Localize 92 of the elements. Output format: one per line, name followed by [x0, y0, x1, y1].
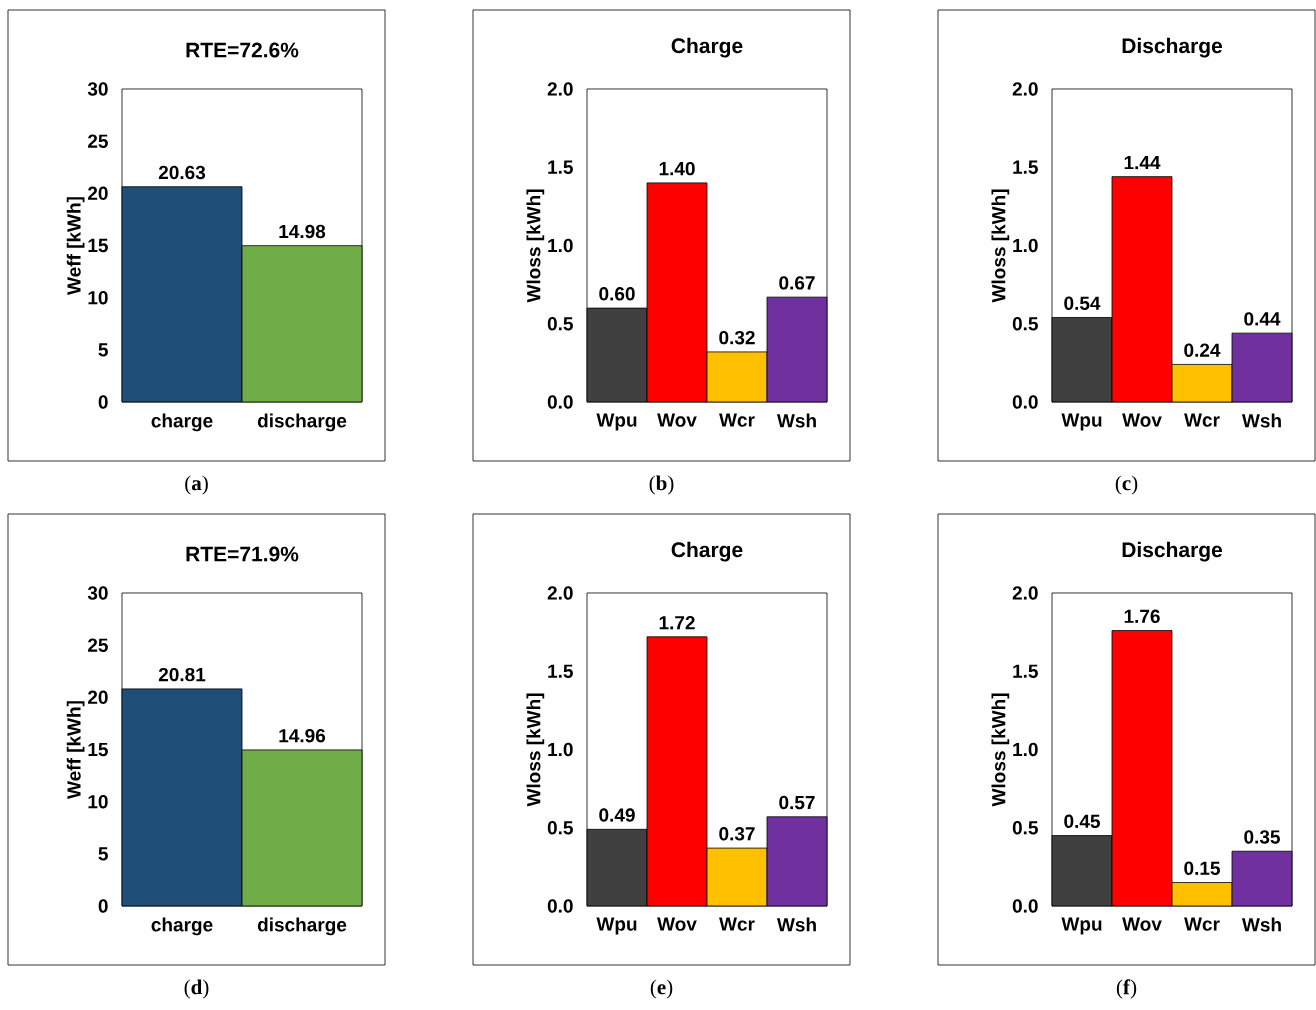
y-tick-label: 30 — [87, 82, 108, 96]
x-tick-label: Wpu — [596, 413, 637, 431]
chart-title: RTE=71.9% — [186, 546, 299, 562]
y-tick-label: 25 — [88, 134, 108, 148]
x-tick-label: Wov — [1122, 917, 1162, 931]
x-tick-label: Wsh — [1241, 413, 1281, 428]
data-label: 0.49 — [599, 808, 635, 822]
x-tick-label: Wpu — [1061, 917, 1102, 935]
data-label: 20.63 — [158, 165, 206, 180]
y-tick-label: 0 — [98, 395, 108, 409]
text: (c) — [1115, 475, 1138, 495]
y-tick-label: 1.5 — [1013, 160, 1038, 174]
y-axis-title: Weff [kWh] — [66, 197, 85, 295]
data-label: 1.40 — [659, 161, 695, 176]
x-tick-label: Wcr — [719, 917, 755, 931]
y-tick-label: 0.5 — [547, 821, 573, 835]
chart-title: Charge — [671, 37, 743, 58]
text: (f) — [1116, 979, 1137, 999]
y-tick-label: 2.0 — [547, 82, 573, 96]
y-axis-title: Wloss [kWh] — [526, 693, 545, 807]
x-tick-label: charge — [151, 413, 213, 432]
data-label: 0.35 — [1244, 830, 1280, 844]
y-tick-label: 0.0 — [1012, 899, 1038, 913]
data-label: 0.15 — [1184, 861, 1220, 875]
y-axis-title: Wloss [kWh] — [526, 189, 545, 303]
y-tick-label: 1.0 — [548, 238, 573, 253]
text: (e) — [650, 979, 673, 999]
text: (a) — [185, 475, 208, 495]
x-tick-label: Wpu — [1061, 413, 1102, 431]
y-axis-title: Weff [kWh] — [66, 701, 85, 799]
y-tick-label: 5 — [98, 847, 108, 861]
chart-title: Discharge — [1122, 541, 1223, 562]
y-tick-label: 1.0 — [548, 742, 573, 757]
data-label: 14.98 — [279, 224, 326, 239]
y-tick-label: 1.5 — [1013, 664, 1038, 678]
y-tick-label: 1.5 — [548, 664, 573, 678]
data-label: 1.44 — [1124, 156, 1161, 170]
y-tick-label: 0 — [98, 899, 108, 913]
x-tick-label: Wcr — [719, 413, 755, 427]
y-tick-label: 0.0 — [1012, 395, 1038, 409]
y-tick-label: 15 — [88, 238, 108, 253]
x-tick-label: Wsh — [776, 413, 816, 428]
y-tick-label: 5 — [98, 343, 108, 357]
y-tick-label: 1.0 — [1013, 238, 1038, 253]
x-tick-label: Wpu — [596, 917, 637, 935]
data-label: 0.57 — [779, 795, 815, 810]
y-tick-label: 0.0 — [547, 899, 573, 913]
x-tick-label: Wcr — [1184, 413, 1220, 427]
data-label: 1.72 — [659, 616, 695, 630]
y-tick-label: 0.0 — [547, 395, 573, 409]
x-tick-label: Wov — [657, 413, 697, 427]
chart-title: RTE=72.6% — [186, 42, 299, 58]
y-tick-label: 2.0 — [1012, 586, 1038, 600]
data-label: 1.76 — [1124, 609, 1160, 624]
y-tick-label: 10 — [88, 290, 108, 305]
data-label: 0.37 — [719, 827, 755, 841]
y-tick-label: 1.5 — [548, 160, 573, 174]
x-tick-label: Wov — [1122, 413, 1162, 427]
chart-title: Discharge — [1122, 37, 1223, 58]
y-tick-label: 10 — [88, 794, 108, 809]
y-tick-label: 25 — [88, 638, 108, 652]
y-axis-title: Wloss [kWh] — [991, 693, 1010, 807]
y-tick-label: 1.0 — [1013, 742, 1038, 757]
data-label: 0.44 — [1244, 312, 1281, 326]
x-tick-label: discharge — [257, 413, 347, 432]
x-tick-label: charge — [151, 917, 213, 936]
y-tick-label: 20 — [88, 186, 108, 201]
x-tick-label: Wov — [657, 917, 697, 931]
x-tick-label: discharge — [257, 917, 347, 936]
text: (d) — [184, 979, 209, 999]
data-label: 14.96 — [279, 728, 326, 743]
y-tick-label: 0.5 — [547, 317, 573, 331]
x-tick-label: Wcr — [1184, 917, 1220, 931]
text: (b) — [649, 475, 674, 495]
chart-title: Charge — [671, 541, 743, 562]
x-tick-label: Wsh — [776, 917, 816, 932]
y-tick-label: 0.5 — [1012, 821, 1038, 835]
data-label: 0.24 — [1184, 343, 1221, 357]
y-tick-label: 0.5 — [1012, 317, 1038, 331]
data-label: 0.54 — [1064, 296, 1101, 310]
data-label: 0.45 — [1064, 814, 1100, 829]
y-tick-label: 30 — [87, 586, 108, 600]
data-label: 20.81 — [158, 667, 206, 682]
y-tick-label: 2.0 — [1012, 82, 1038, 96]
y-tick-label: 20 — [88, 690, 108, 705]
data-label: 0.32 — [719, 330, 755, 345]
y-tick-label: 2.0 — [547, 586, 573, 600]
data-label: 0.60 — [599, 287, 635, 301]
x-tick-label: Wsh — [1241, 917, 1281, 932]
y-tick-label: 15 — [88, 742, 108, 757]
y-axis-title: Wloss [kWh] — [991, 189, 1010, 303]
data-label: 0.67 — [779, 276, 815, 290]
